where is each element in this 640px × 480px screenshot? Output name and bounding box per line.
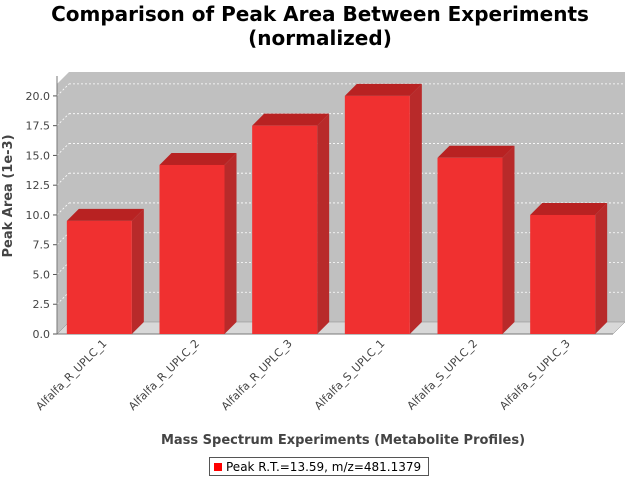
grid-diag-5: [56, 172, 70, 186]
legend-label: Peak R.T.=13.59, m/z=481.1379: [226, 459, 422, 474]
bar-top-3: [344, 83, 422, 96]
grid-diag-3: [56, 232, 70, 245]
x-tick-label-4: Alfalfa_S_UPLC_2: [405, 337, 481, 413]
bar-top-5: [530, 202, 608, 215]
legend-swatch: [214, 462, 222, 471]
bar-side-0: [131, 208, 144, 334]
legend: Peak R.T.=13.59, m/z=481.1379: [209, 457, 429, 476]
bar-side-3: [409, 83, 422, 335]
bar-2: [252, 125, 318, 335]
chart-title: Comparison of Peak Area Between Experime…: [0, 2, 640, 50]
bar-side-2: [317, 113, 330, 335]
y-tick-label-3: 7.5: [33, 239, 51, 252]
y-tick-label-7: 17.5: [26, 120, 51, 133]
y-axis-title: Peak Area (1e-3): [1, 134, 16, 257]
y-tick-label-5: 12.5: [26, 179, 51, 192]
x-tick-label-5: Alfalfa_S_UPLC_3: [497, 337, 573, 413]
bar-1: [159, 164, 225, 334]
y-tick-label-2: 5.0: [33, 268, 51, 281]
y-tick-label-8: 20.0: [26, 90, 51, 103]
grid-diag-4: [56, 202, 70, 216]
x-tick-label-2: Alfalfa_R_UPLC_3: [219, 337, 295, 413]
bar-5: [530, 214, 596, 334]
chart-subtitle: (normalized): [248, 26, 392, 50]
x-tick-label-1: Alfalfa_R_UPLC_2: [126, 337, 202, 413]
grid-diag-7: [56, 113, 70, 126]
x-axis-title: Mass Spectrum Experiments (Metabolite Pr…: [161, 433, 525, 448]
bar-side-4: [502, 145, 515, 334]
y-tick-label-4: 10.0: [26, 209, 51, 222]
bar-3: [344, 95, 410, 335]
grid-diag-6: [56, 143, 70, 156]
bar-side-5: [595, 202, 608, 334]
y-tick-label-0: 0.0: [33, 328, 51, 341]
grid-diag-8: [56, 83, 70, 97]
y-tick-label-1: 2.5: [33, 298, 51, 311]
x-tick-label-0: Alfalfa_R_UPLC_1: [33, 337, 109, 413]
bar-side-1: [224, 152, 237, 334]
y-tick-label-6: 15.0: [26, 149, 51, 162]
bar-top-0: [66, 208, 144, 221]
x-tick-label-3: Alfalfa_S_UPLC_1: [312, 337, 388, 413]
grid-diag-2: [56, 262, 70, 275]
grid-diag-1: [56, 291, 70, 305]
bar-top-1: [159, 152, 237, 165]
chart-title-main: Comparison of Peak Area Between Experime…: [51, 2, 589, 26]
bar-4: [437, 157, 503, 334]
bar-top-4: [437, 145, 515, 158]
bar-0: [66, 220, 132, 334]
bar-top-2: [252, 113, 330, 126]
